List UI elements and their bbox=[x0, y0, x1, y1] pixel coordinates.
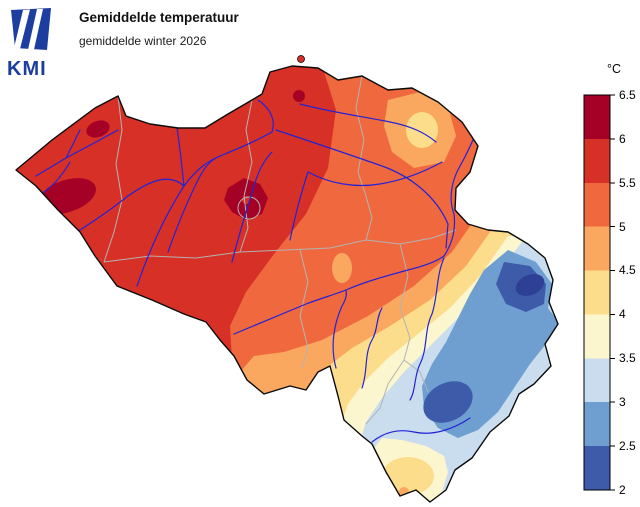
kmi-logo-icon bbox=[11, 8, 51, 50]
colorbar-label-4_5: 4.5 bbox=[619, 263, 636, 277]
kmi-logo-text: KMI bbox=[7, 58, 47, 80]
river-demer bbox=[307, 161, 443, 187]
page-title: Gemiddelde temperatuur bbox=[79, 10, 239, 25]
river-lesse bbox=[361, 307, 383, 389]
belgium-outline bbox=[15, 65, 559, 503]
colorbar-label-6: 6 bbox=[619, 132, 626, 146]
colorbar-seg-7 bbox=[584, 402, 610, 447]
titles: Gemiddelde temperatuur gemiddelde winter… bbox=[77, 0, 239, 48]
river-leie bbox=[57, 178, 185, 245]
central-sand-spot bbox=[332, 253, 352, 283]
ghent-canal bbox=[175, 119, 185, 187]
river-dijle bbox=[289, 171, 309, 241]
colorbar-label-6_5: 6.5 bbox=[619, 88, 636, 102]
colorbar-seg-3 bbox=[584, 226, 610, 271]
river-meuse bbox=[332, 127, 479, 369]
band-2-2_5-south bbox=[423, 381, 473, 423]
colorbar-label-4: 4 bbox=[619, 307, 626, 321]
colorbar-seg-1 bbox=[584, 138, 610, 183]
page-subtitle: gemiddelde winter 2026 bbox=[79, 34, 207, 48]
colorbar-seg-5 bbox=[584, 314, 610, 359]
colorbar-seg-2 bbox=[584, 182, 610, 227]
colorbar-unit: °C bbox=[607, 62, 621, 76]
kmi-logo-block: KMI bbox=[0, 0, 77, 79]
river-dender bbox=[167, 155, 221, 253]
colorbar-label-2: 2 bbox=[619, 483, 626, 497]
colorbar-seg-6 bbox=[584, 358, 610, 403]
temperature-bands bbox=[16, 66, 558, 502]
kempen-yellow-core bbox=[406, 112, 438, 148]
province-borders bbox=[103, 75, 457, 425]
colorbar-label-3_5: 3.5 bbox=[619, 351, 636, 365]
coldest-spot-hautes-fagnes bbox=[515, 274, 545, 296]
colorbar-label-3: 3 bbox=[619, 395, 626, 409]
baarle-hertog-enclave bbox=[297, 55, 305, 63]
coastal-canal bbox=[35, 129, 119, 177]
river-zenne bbox=[231, 151, 273, 263]
albert-canal bbox=[275, 129, 449, 249]
rivers bbox=[35, 99, 479, 443]
river-ourthe bbox=[409, 257, 445, 401]
colorbar-seg-8 bbox=[584, 446, 610, 490]
colorbar-label-2_5: 2.5 bbox=[619, 439, 636, 453]
hotspot-antwerp-dot bbox=[293, 90, 305, 102]
kempen-canal bbox=[299, 103, 437, 143]
south-tip-yellow-patch bbox=[382, 457, 434, 495]
colorbar-seg-0 bbox=[584, 95, 610, 139]
colorbar-seg-4 bbox=[584, 270, 610, 315]
colorbar-label-5: 5 bbox=[619, 220, 626, 234]
river-semois bbox=[371, 417, 471, 443]
colorbar-label-5_5: 5.5 bbox=[619, 176, 636, 190]
colorbar: °C 6.5 6 bbox=[583, 62, 636, 497]
header: KMI Gemiddelde temperatuur gemiddelde wi… bbox=[0, 0, 239, 79]
canal-spur bbox=[65, 129, 81, 159]
river-sambre bbox=[233, 289, 347, 335]
colorbar-frame bbox=[583, 94, 611, 491]
hotspot-coast bbox=[86, 120, 110, 138]
colorbar-ticks bbox=[610, 94, 615, 491]
